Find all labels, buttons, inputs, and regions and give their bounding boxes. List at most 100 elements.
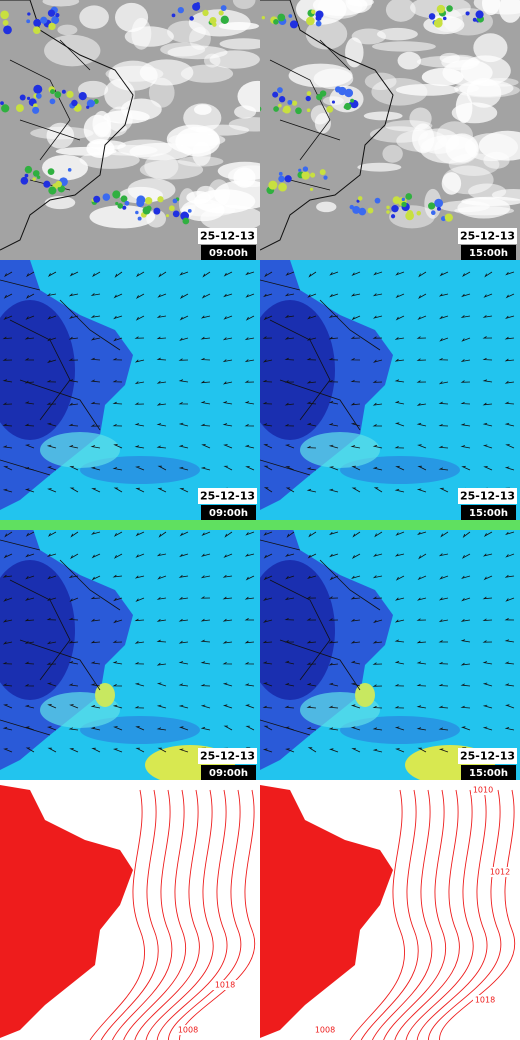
- rain-cell: [310, 172, 316, 178]
- rain-cell: [144, 197, 153, 205]
- rain-cell: [112, 190, 121, 199]
- rain-cell: [444, 213, 453, 222]
- rain-cell: [295, 107, 302, 115]
- rain-cell: [428, 13, 436, 20]
- rain-cell: [187, 209, 192, 213]
- rain-cell: [261, 15, 266, 20]
- cloud: [181, 199, 225, 222]
- ocean-patch: [80, 716, 200, 744]
- wind-arrows: [2, 531, 255, 753]
- rain-cell: [278, 175, 285, 183]
- map-panel: 25-12-13 09:00h: [0, 0, 260, 260]
- rain-cell: [171, 13, 176, 18]
- contour-label: 1010: [473, 786, 493, 795]
- rain-cell: [120, 195, 128, 203]
- cloud: [376, 27, 418, 41]
- isobar: [439, 789, 516, 1040]
- date-box: [458, 228, 517, 244]
- cloud: [460, 55, 511, 87]
- rain-cell: [0, 101, 4, 105]
- rain-cell: [20, 176, 29, 185]
- rain-cell: [33, 84, 43, 94]
- wind-arrows: [2, 271, 255, 493]
- rain-cell: [306, 108, 311, 113]
- rain-cell: [48, 22, 56, 31]
- rain-cell: [153, 207, 161, 215]
- map-panel: 25-12-13 09:00h: [0, 520, 260, 780]
- land-outline: [260, 0, 394, 251]
- rain-cell: [33, 103, 38, 108]
- rain-cell: [86, 105, 90, 109]
- cloud: [227, 165, 260, 188]
- rain-cell: [115, 201, 119, 206]
- rain-cell: [338, 86, 347, 96]
- ocean-patch: [300, 432, 380, 468]
- rain-cell: [401, 197, 405, 202]
- rain-cell: [165, 214, 170, 218]
- rain-cell: [51, 16, 60, 24]
- date-box: [198, 748, 257, 764]
- borders: [0, 279, 121, 476]
- rain-cell: [416, 210, 422, 216]
- cloud: [146, 209, 167, 228]
- rain-cell: [24, 173, 29, 178]
- date-label: 25-12-13: [460, 750, 515, 763]
- rain-cell: [374, 197, 381, 204]
- land-core: [0, 300, 75, 440]
- contour-label: 1008: [178, 1026, 198, 1035]
- date-label: 25-12-13: [460, 490, 515, 503]
- isobar: [89, 789, 146, 1040]
- label-bg: [471, 785, 495, 795]
- rain-cell: [189, 16, 194, 21]
- cloud: [114, 2, 149, 33]
- contour-label: 1008: [315, 1026, 335, 1035]
- cloud: [357, 162, 402, 172]
- rain-cell: [142, 206, 151, 215]
- time-label: 15:00h: [469, 248, 508, 259]
- cloud: [121, 98, 162, 121]
- rain-cell: [319, 169, 326, 176]
- isobar: [156, 789, 228, 1040]
- time-label: 15:00h: [469, 508, 508, 519]
- cloud: [195, 124, 250, 136]
- rain-cell: [122, 205, 127, 210]
- rain-cell: [49, 98, 56, 105]
- rain-cell: [124, 200, 130, 206]
- map-panel: 1018 1008: [0, 780, 260, 1040]
- rain-cell: [311, 9, 316, 15]
- rain-cell: [287, 99, 293, 105]
- rain-cell: [358, 207, 367, 216]
- cloud: [57, 24, 78, 36]
- wind-arrows: [262, 271, 515, 493]
- rain-cell: [50, 89, 56, 95]
- time-box: [201, 765, 256, 780]
- cloud: [347, 0, 374, 7]
- date-box: [458, 748, 517, 764]
- isobar: [360, 789, 419, 1040]
- cloud: [89, 205, 156, 229]
- cloud: [232, 0, 256, 10]
- rain-cell: [136, 199, 145, 208]
- rain-cell: [344, 102, 352, 111]
- rain-cell: [434, 198, 444, 208]
- rain-cell: [0, 10, 9, 20]
- cloud: [468, 183, 507, 200]
- rain-cell: [212, 22, 217, 27]
- rain-cell: [32, 177, 37, 181]
- rain-cell: [319, 90, 327, 97]
- rain-cell: [278, 103, 282, 108]
- isobar: [394, 789, 460, 1040]
- label-bg: [473, 995, 497, 1005]
- ocean-patch: [340, 716, 460, 744]
- label-bg: [313, 1025, 337, 1035]
- rain-cell: [26, 96, 31, 101]
- rain-cell: [71, 99, 78, 107]
- rain-cell: [352, 205, 361, 214]
- rain-cell: [27, 12, 31, 16]
- rain-cell: [35, 93, 42, 99]
- rain-cell: [442, 16, 447, 21]
- rain-cell: [61, 89, 66, 94]
- dense-contours: [260, 785, 393, 1038]
- rain-cell: [117, 203, 124, 209]
